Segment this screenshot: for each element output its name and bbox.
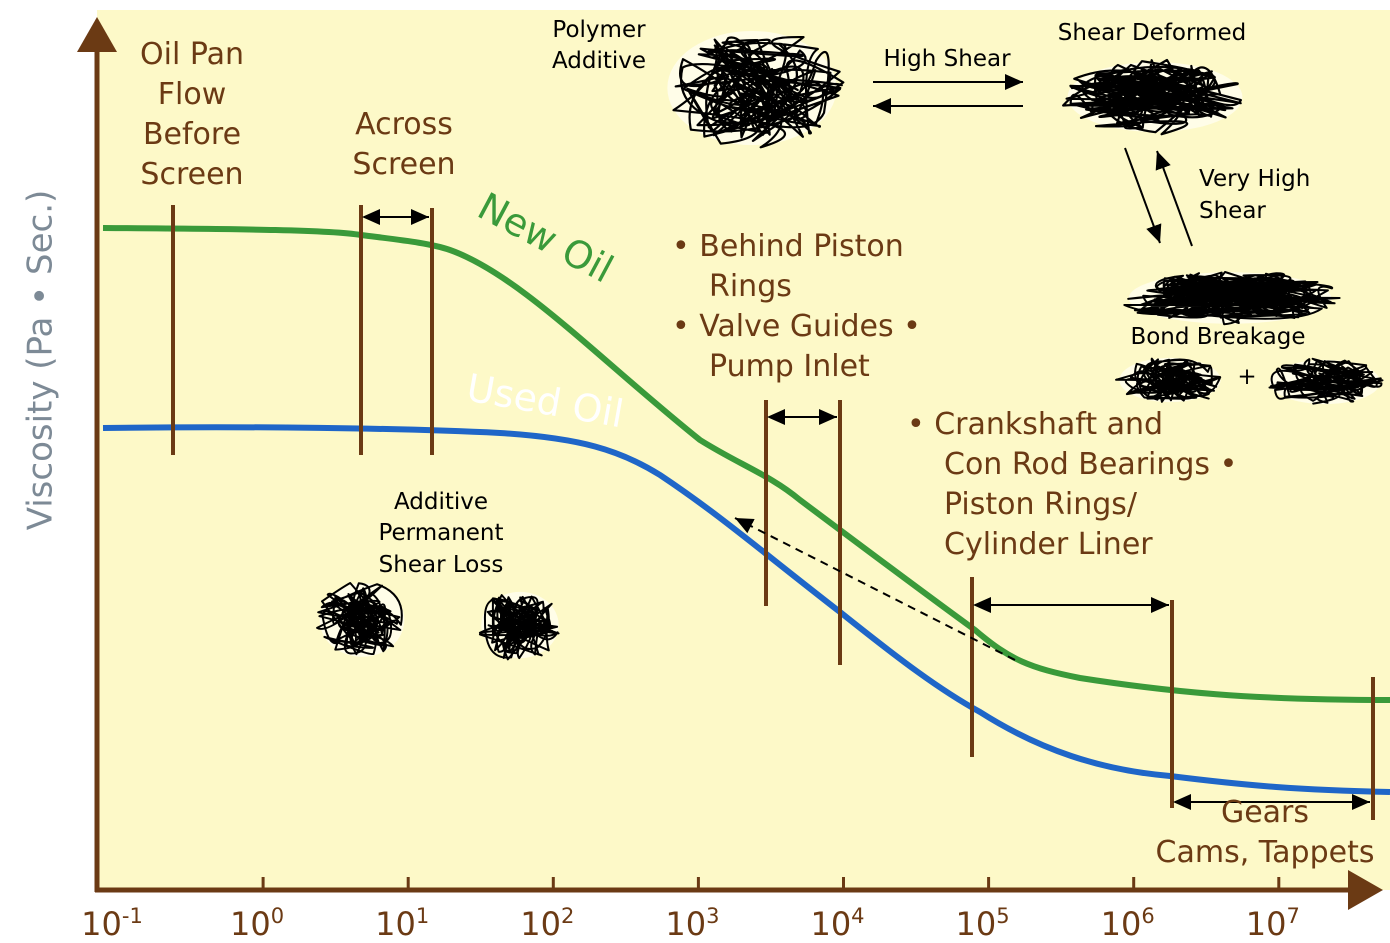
region-label: Before bbox=[143, 117, 241, 152]
region-label: Pump Inlet bbox=[709, 349, 870, 384]
region-label: • Crankshaft and bbox=[907, 407, 1163, 442]
polymer-label: Polymer bbox=[552, 17, 646, 43]
tick-base: 10 bbox=[375, 905, 416, 943]
tick-exponent: 4 bbox=[851, 904, 864, 928]
region-label: Con Rod Bearings • bbox=[944, 447, 1237, 482]
tick-exponent: 3 bbox=[706, 904, 719, 928]
tick-base: 10 bbox=[230, 905, 271, 943]
region-label: Cylinder Liner bbox=[944, 527, 1153, 562]
region-label: Oil Pan bbox=[140, 37, 244, 72]
tick-base: 10 bbox=[1101, 905, 1142, 943]
tick-base: 10 bbox=[665, 905, 706, 943]
tick-exponent: 5 bbox=[996, 904, 1009, 928]
tick-base: 10 bbox=[956, 905, 997, 943]
x-tick-label: 103 bbox=[665, 904, 719, 943]
tick-exponent: 1 bbox=[416, 904, 429, 928]
polymer-label: Shear Loss bbox=[379, 552, 504, 578]
tick-exponent: 6 bbox=[1141, 904, 1154, 928]
x-tick-label: 106 bbox=[1101, 904, 1155, 943]
x-tick-label: 104 bbox=[810, 904, 864, 943]
tick-exponent: 0 bbox=[271, 904, 284, 928]
tick-base: 10 bbox=[520, 905, 561, 943]
tick-exponent: 2 bbox=[561, 904, 574, 928]
region-label: Screen bbox=[140, 157, 243, 192]
polymer-label: Additive bbox=[394, 489, 488, 515]
diagram: Viscosity (Pa • Sec.) New Oil Used Oil O… bbox=[0, 0, 1390, 943]
polymer-label: Permanent bbox=[378, 520, 503, 546]
region-label: Piston Rings/ bbox=[944, 487, 1138, 522]
region-label: • Valve Guides • bbox=[672, 309, 921, 344]
x-tick-label: 100 bbox=[230, 904, 284, 943]
polymer-label: Very High bbox=[1199, 166, 1310, 192]
region-label: Flow bbox=[158, 77, 226, 112]
tick-base: 10 bbox=[810, 905, 851, 943]
region-label: • Behind Piston bbox=[672, 229, 904, 264]
region-label: Cams, Tappets bbox=[1156, 835, 1375, 870]
polymer-label: High Shear bbox=[883, 46, 1011, 72]
polymer-label: Bond Breakage bbox=[1130, 324, 1305, 350]
region-label: Across bbox=[355, 107, 453, 142]
polymer-label: + bbox=[1237, 364, 1256, 390]
x-tick-label: 10-1 bbox=[81, 904, 143, 943]
x-tick-label: 102 bbox=[520, 904, 574, 943]
region-label: Screen bbox=[352, 147, 455, 182]
x-tick-label: 105 bbox=[956, 904, 1010, 943]
polymer-label: Additive bbox=[552, 48, 646, 74]
tick-base: 10 bbox=[81, 905, 122, 943]
tick-exponent: -1 bbox=[122, 904, 143, 928]
region-label: Rings bbox=[709, 269, 792, 304]
x-tick-label: 107 bbox=[1246, 904, 1300, 943]
tick-exponent: 7 bbox=[1286, 904, 1299, 928]
y-axis-label: Viscosity (Pa • Sec.) bbox=[21, 190, 61, 531]
x-tick-label: 101 bbox=[375, 904, 429, 943]
tick-base: 10 bbox=[1246, 905, 1287, 943]
region-label: Gears bbox=[1221, 795, 1309, 830]
polymer-label: Shear Deformed bbox=[1058, 20, 1246, 46]
polymer-label: Shear bbox=[1199, 198, 1266, 224]
